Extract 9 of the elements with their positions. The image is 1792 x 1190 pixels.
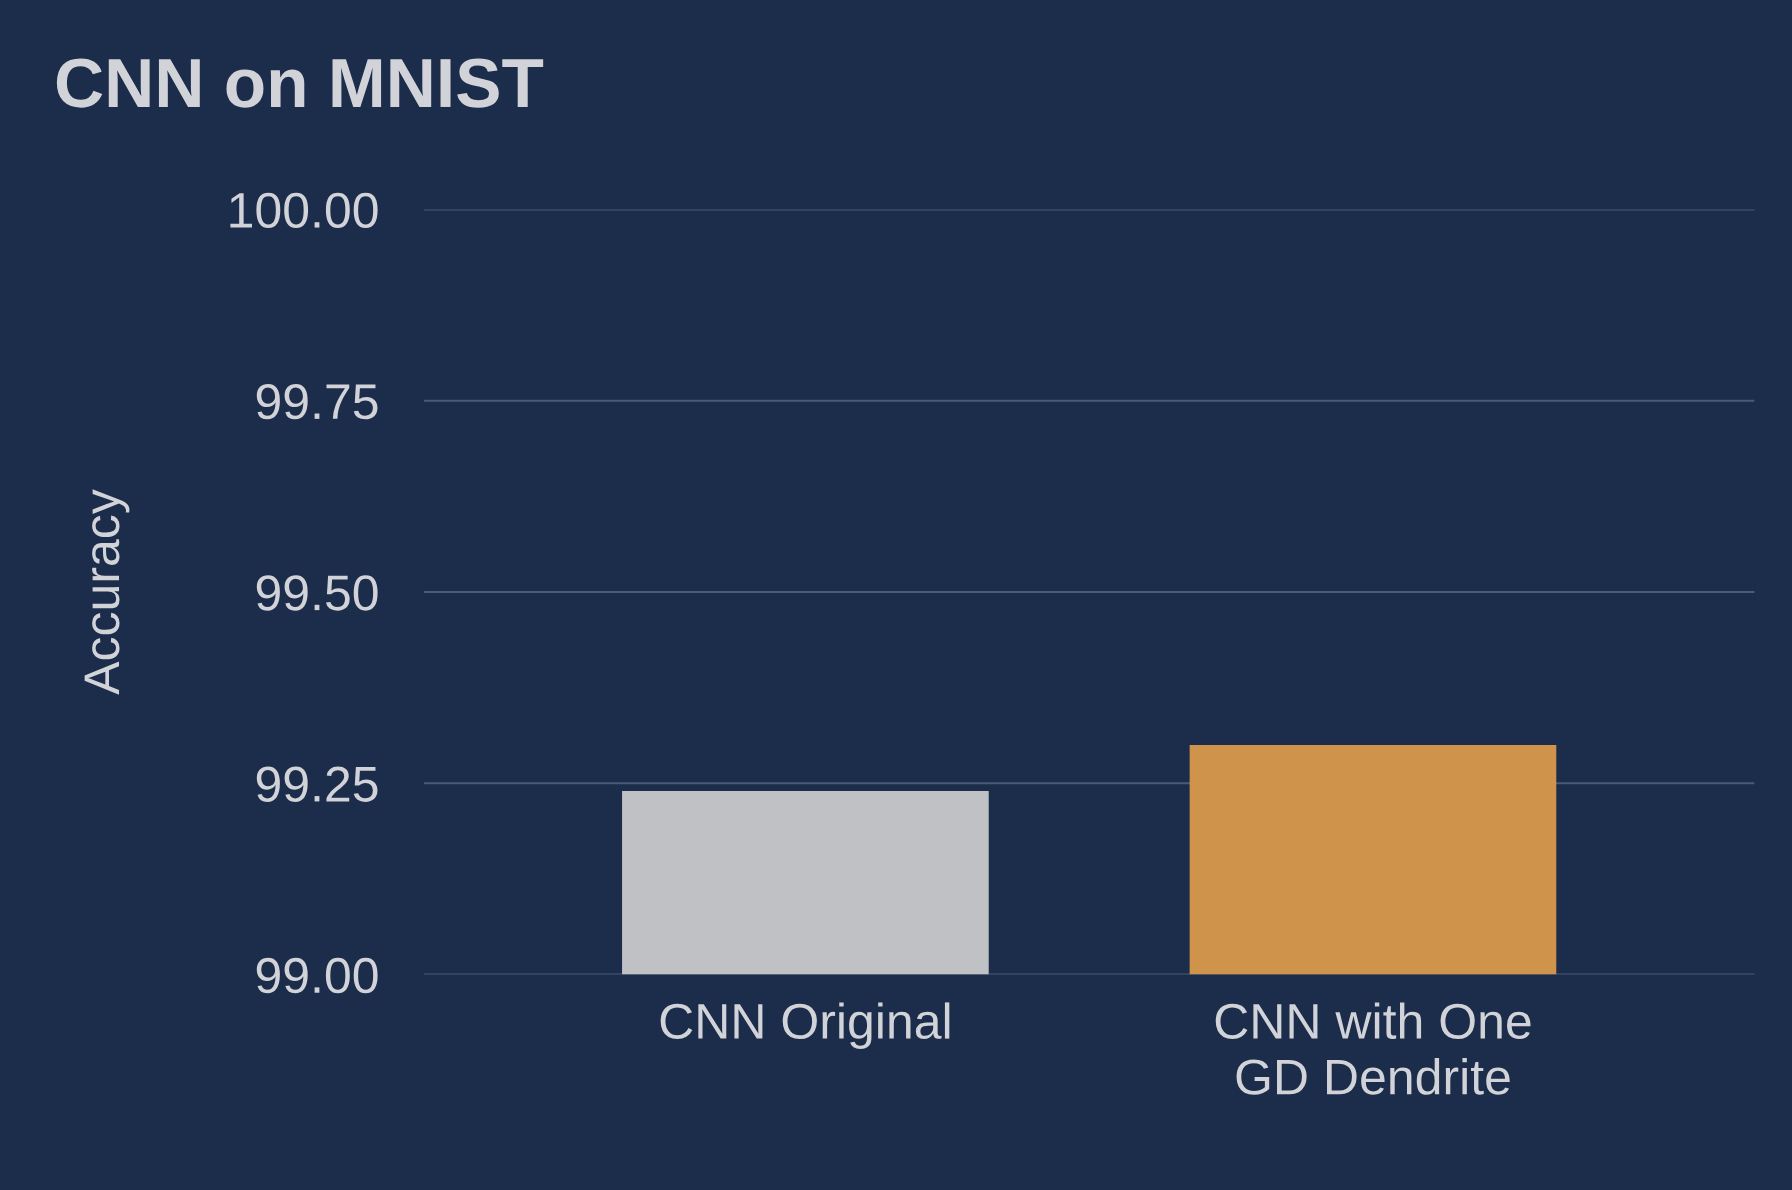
chart-title: CNN on MNIST [56, 58, 544, 108]
y-tick-label: 99.75 [256, 383, 378, 420]
y-tick-label: 99.25 [256, 766, 378, 802]
y-tick-label: 100.00 [230, 192, 378, 229]
x-tick-label: CNN with One GD Dendrite [1215, 1002, 1531, 1095]
x-tick-label: CNN Original [660, 1002, 950, 1049]
y-tick-label: 99.00 [256, 957, 378, 994]
y-tick-label: 99.50 [256, 575, 378, 611]
y-axis-title: Accuracy [84, 489, 130, 695]
